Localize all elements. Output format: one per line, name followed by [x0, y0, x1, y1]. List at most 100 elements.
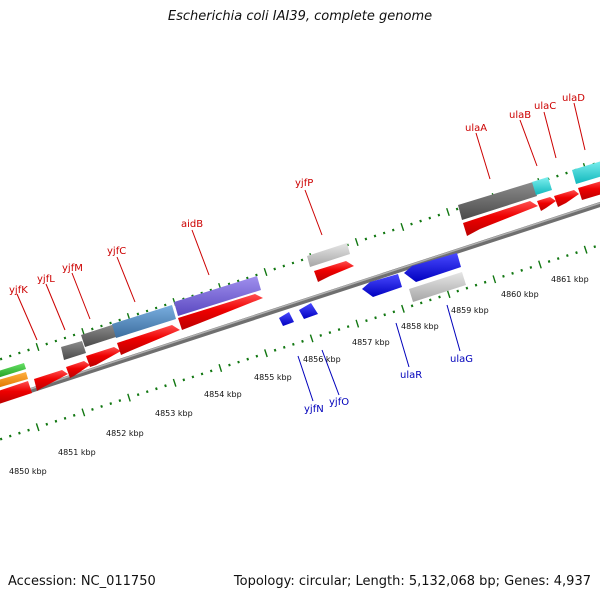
major-tick — [263, 267, 268, 277]
forward-gene-labels: yjfK yjfL yjfM yjfC aidB yjfP ulaA ulaB … — [9, 93, 585, 296]
gene-arrow-yjfL — [66, 361, 90, 378]
leader-ulaC — [543, 111, 557, 159]
minor-tick — [373, 234, 377, 238]
minor-tick — [72, 333, 76, 337]
minor-tick — [455, 207, 459, 211]
gene-arrow-ulaA — [463, 201, 538, 236]
gene-label-yjfK: yjfK — [9, 285, 28, 296]
gene-label-ulaR: ulaR — [400, 370, 422, 381]
minor-tick — [27, 428, 30, 432]
minor-tick — [502, 274, 505, 278]
minor-tick — [8, 434, 12, 438]
gene-box-yjfL — [61, 341, 86, 360]
gene-label-yjfM: yjfM — [62, 263, 83, 274]
minor-tick — [145, 309, 149, 313]
leader-aidB — [191, 229, 210, 276]
minor-tick — [483, 280, 487, 284]
minor-tick — [72, 413, 76, 417]
minor-tick — [0, 437, 3, 441]
gene-box-ulaG-pseudo — [409, 272, 466, 302]
gene-label-yjfN: yjfN — [304, 404, 324, 415]
scale-label-4854: 4854 kbp — [204, 390, 242, 399]
leader-yjfC — [116, 256, 136, 303]
minor-tick — [209, 369, 213, 373]
gene-label-yjfO: yjfO — [329, 397, 349, 408]
gene-arrow-ulaB — [537, 197, 556, 211]
major-tick — [354, 237, 359, 247]
leader-yjfM — [71, 272, 91, 320]
minor-tick — [282, 264, 286, 268]
scale-labels: 4850 kbp 4851 kbp 4852 kbp 4853 kbp 4854… — [9, 275, 589, 476]
minor-tick — [273, 267, 277, 271]
major-tick — [35, 342, 40, 352]
gene-arrow-ulaG — [404, 253, 461, 282]
minor-tick — [63, 336, 67, 340]
major-tick — [446, 289, 451, 299]
minor-tick — [575, 251, 578, 255]
major-tick — [172, 378, 177, 387]
major-tick — [355, 319, 360, 328]
minor-tick — [383, 313, 387, 317]
gene-arrow-yjfP — [314, 261, 354, 282]
scale-label-4855: 4855 kbp — [254, 373, 292, 382]
gene-box-ulaD — [572, 161, 600, 184]
gene-arrow-yjfN — [279, 312, 294, 326]
leader-yjfL — [45, 283, 66, 331]
minor-tick — [90, 327, 94, 331]
minor-tick — [91, 408, 94, 411]
minor-tick — [529, 266, 533, 269]
gene-label-aidB: aidB — [181, 219, 203, 230]
minor-tick — [237, 360, 240, 364]
scale-label-4853: 4853 kbp — [155, 409, 193, 418]
leader-yjfO — [321, 349, 340, 396]
major-tick — [446, 207, 450, 217]
gene-label-yjfC: yjfC — [107, 246, 126, 257]
minor-tick — [45, 342, 49, 346]
major-tick — [400, 222, 405, 232]
minor-tick — [145, 390, 149, 394]
leader-ulaB — [519, 119, 538, 167]
minor-tick — [300, 258, 304, 262]
minor-tick — [437, 213, 441, 217]
gene-box-yjfM — [81, 324, 119, 347]
major-tick — [309, 334, 314, 343]
minor-tick — [456, 289, 460, 293]
minor-tick — [164, 384, 167, 388]
minor-tick — [118, 399, 122, 402]
gene-box-aidB — [174, 276, 261, 316]
gene-arrow-yjfC — [117, 325, 180, 355]
accession-label: Accession: NC_011750 — [8, 574, 156, 589]
leader-ulaA — [475, 132, 491, 180]
scale-label-4857: 4857 kbp — [352, 338, 390, 347]
minor-tick — [429, 298, 432, 302]
minor-tick — [200, 372, 204, 376]
gene-box-ulaB — [532, 177, 552, 195]
scale-label-4852: 4852 kbp — [106, 429, 144, 438]
genome-backbone — [0, 201, 600, 404]
minor-tick — [292, 342, 295, 346]
minor-tick — [337, 328, 341, 331]
minor-tick — [556, 174, 559, 178]
minor-tick — [346, 325, 350, 329]
gene-box-yjfC — [112, 305, 176, 338]
gene-label-ulaG: ulaG — [450, 354, 473, 365]
minor-tick — [118, 318, 121, 322]
gene-arrow-aidB — [178, 294, 263, 330]
minor-tick — [154, 306, 158, 310]
scale-label-4860: 4860 kbp — [501, 290, 539, 299]
leader-ulaR — [395, 322, 410, 368]
leader-ulaG — [446, 304, 461, 352]
minor-tick — [246, 276, 249, 280]
minor-tick — [246, 357, 250, 361]
gene-label-ulaD: ulaD — [562, 93, 585, 104]
leader-yjfK — [16, 293, 38, 341]
minor-tick — [428, 216, 432, 220]
minor-tick — [18, 431, 21, 435]
major-tick — [81, 408, 86, 417]
genome-summary: Topology: circular; Length: 5,132,068 bp… — [233, 574, 591, 589]
minor-tick — [382, 231, 386, 235]
minor-tick — [319, 334, 323, 337]
minor-tick — [136, 312, 140, 316]
minor-tick — [365, 319, 368, 323]
